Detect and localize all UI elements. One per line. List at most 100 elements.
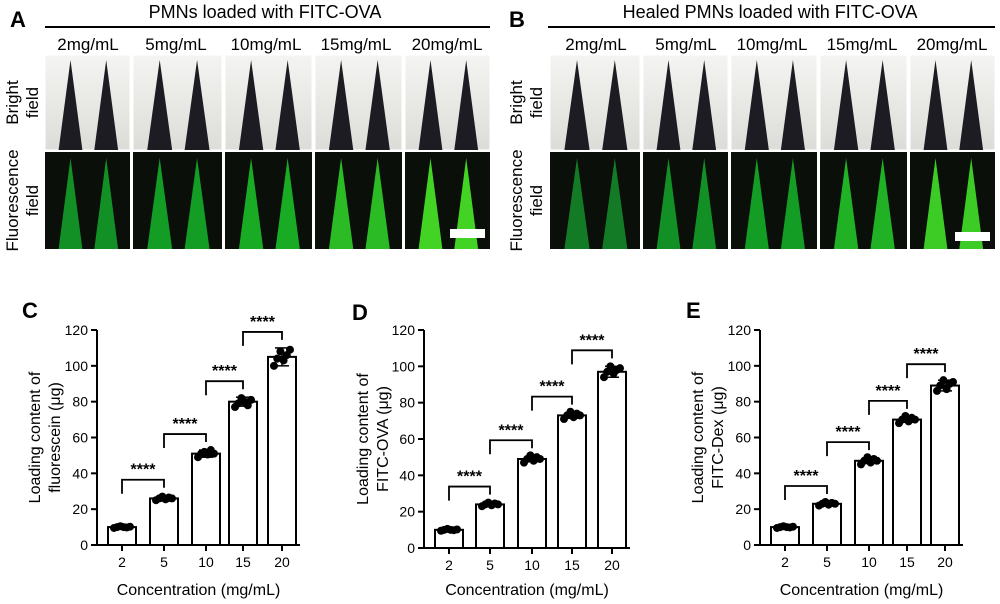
significance-bracket [163,433,207,449]
bar [267,355,297,546]
data-point [939,376,948,385]
x-tick-label: 15 [899,554,915,570]
data-point [949,377,957,386]
row-label-fluorescence: Fluorescencefield [507,149,546,251]
significance-bracket [826,441,870,457]
row-label-line: Bright [507,80,526,125]
significance-bracket [489,439,533,455]
significance-bracket [784,485,828,500]
y-tick-label: 120 [728,322,752,338]
concentration-label: 20mg/mL [412,35,483,54]
data-point [210,449,218,458]
bar [557,414,587,549]
y-tick-label: 20 [735,501,751,517]
significance-bracket [906,363,946,379]
microneedle-bright [564,60,590,150]
data-point [789,522,797,531]
data-point [911,415,919,424]
y-tick-label: 80 [72,394,88,410]
y-tick-label: 0 [80,537,88,553]
microneedle-fluorescence [365,158,390,249]
significance-label: **** [131,462,157,479]
microneedle-fluorescence [602,158,628,249]
microneedle-bright [454,60,479,150]
row-label-bright: Brightfield [507,80,546,125]
row-label-line: Fluorescence [507,149,526,251]
y-tick-label: 40 [399,467,415,483]
microneedle-fluorescence [454,158,479,249]
y-tick-label: 60 [735,430,751,446]
x-tick-label: 20 [274,554,290,570]
y-tick-label: 120 [392,322,416,338]
microneedle-fluorescence [94,158,119,249]
concentration-label: 10mg/mL [737,35,808,54]
chart-letter: D [352,300,368,325]
concentration-label: 15mg/mL [321,35,392,54]
bright-field-image [224,54,313,151]
row-label-line: field [527,87,546,118]
y-axis-label: Loading content of FITC-Dex (μg) [690,371,727,503]
concentration-label: 2mg/mL [565,35,626,54]
bar [812,502,842,546]
bright-field-image [549,54,641,151]
significance-bracket [121,478,165,494]
data-point [606,362,615,371]
microneedle-fluorescence [870,158,895,249]
significance-label: **** [212,363,238,380]
microneedle-bright [870,60,895,150]
microneedle-fluorescence [58,158,83,249]
panel-B: B Healed PMNs loaded with FITC-OVABrightf… [507,2,996,252]
microneedle-fluorescence [418,158,443,249]
microneedle-bright [656,60,681,150]
y-tick-label: 60 [399,431,415,447]
data-point [168,494,176,503]
y-axis-label-line: FITC-OVA (μg) [375,386,392,492]
significance-label: **** [876,383,902,400]
y-tick-label: 80 [399,395,415,411]
bar-chart-panels: C 0 20 40 60 80 100 120 Loading content of fluore… [22,298,963,599]
data-point [536,454,544,463]
x-tick-label: 5 [823,554,831,570]
bar [854,459,884,546]
microneedle-bright [418,60,443,150]
data-point [453,525,461,534]
y-axis-label: Loading content of FITC-OVA (μg) [355,373,392,505]
data-point [831,499,839,508]
row-label-line: field [23,87,42,118]
fluorescence-field-image [731,152,817,249]
bright-field-image [909,54,996,151]
chart-letter: C [22,298,38,323]
bright-field-image [314,54,403,151]
significance-label: **** [499,422,525,439]
y-axis-label: Loading content of fluorescein (μg) [27,371,64,503]
y-tick-label: 20 [72,501,88,517]
microneedle-bright [780,60,805,150]
chart-D: D 0 20 40 60 80 100 120 Loading content of FITC-O… [352,300,630,599]
microneedle-fluorescence [275,158,300,249]
y-tick-label: 40 [72,465,88,481]
y-tick-label: 100 [392,358,416,374]
microneedle-fluorescence [692,158,717,249]
bar [191,452,221,546]
y-axis-label-line: Loading content of [355,373,372,505]
data-point [276,347,285,356]
significance-label: **** [540,379,566,396]
bar [517,457,547,550]
bright-field-image [730,54,818,151]
y-tick-label: 80 [735,394,751,410]
microneedle-fluorescence [656,158,681,249]
row-label-bright: Brightfield [3,80,42,125]
micrograph-panels: A PMNs loaded with FITC-OVABrightfieldFlu… [3,2,996,252]
data-point [576,411,584,420]
microneedle-bright [147,60,173,150]
bar [475,503,505,549]
microneedle-bright [744,60,769,150]
significance-label: **** [580,332,606,349]
panel-title: Healed PMNs loaded with FITC-OVA [623,2,918,22]
bright-field-image [44,54,131,151]
microneedle-bright [94,60,119,150]
microneedle-fluorescence [184,158,210,249]
significance-bracket [242,331,283,346]
concentration-label: 2mg/mL [57,35,118,54]
